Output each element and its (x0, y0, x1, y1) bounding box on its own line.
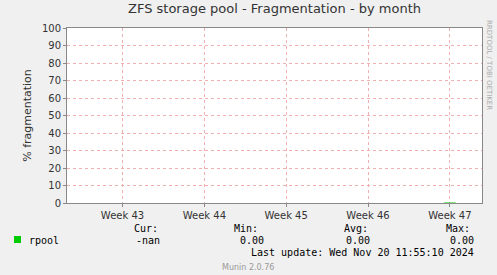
svg-text:Munin 2.0.76: Munin 2.0.76 (222, 263, 274, 272)
svg-text:20: 20 (48, 163, 61, 174)
svg-text:Week 45: Week 45 (265, 210, 308, 221)
svg-text:90: 90 (48, 40, 61, 51)
svg-text:RRDTOOL / TOBI OETIKER: RRDTOOL / TOBI OETIKER (485, 20, 493, 110)
svg-text:Max:: Max: (446, 223, 470, 234)
svg-text:0.00: 0.00 (346, 235, 370, 246)
svg-text:10: 10 (48, 180, 61, 191)
svg-text:Last update: Wed Nov 20 11:55:: Last update: Wed Nov 20 11:55:10 2024 (251, 247, 474, 258)
svg-text:Week 46: Week 46 (346, 210, 389, 221)
svg-text:Week 43: Week 43 (101, 210, 144, 221)
svg-text:Min:: Min: (234, 223, 258, 234)
svg-text:0.00: 0.00 (240, 235, 264, 246)
svg-text:0.00: 0.00 (450, 235, 474, 246)
svg-text:ZFS storage pool - Fragmentati: ZFS storage pool - Fragmentation - by mo… (128, 1, 421, 16)
svg-text:rpool: rpool (29, 235, 59, 246)
svg-text:70: 70 (48, 75, 61, 86)
svg-text:80: 80 (48, 58, 61, 69)
svg-text:0: 0 (55, 198, 61, 209)
svg-text:-nan: -nan (136, 235, 160, 246)
svg-text:% fragmentation: % fragmentation (21, 69, 34, 162)
svg-text:Avg:: Avg: (344, 223, 368, 234)
svg-text:Week 47: Week 47 (428, 210, 471, 221)
svg-text:30: 30 (48, 145, 61, 156)
svg-text:Week 44: Week 44 (183, 210, 226, 221)
svg-text:50: 50 (48, 110, 61, 121)
svg-text:40: 40 (48, 128, 61, 139)
svg-text:100: 100 (42, 23, 61, 34)
svg-text:Cur:: Cur: (134, 223, 158, 234)
svg-text:60: 60 (48, 93, 61, 104)
